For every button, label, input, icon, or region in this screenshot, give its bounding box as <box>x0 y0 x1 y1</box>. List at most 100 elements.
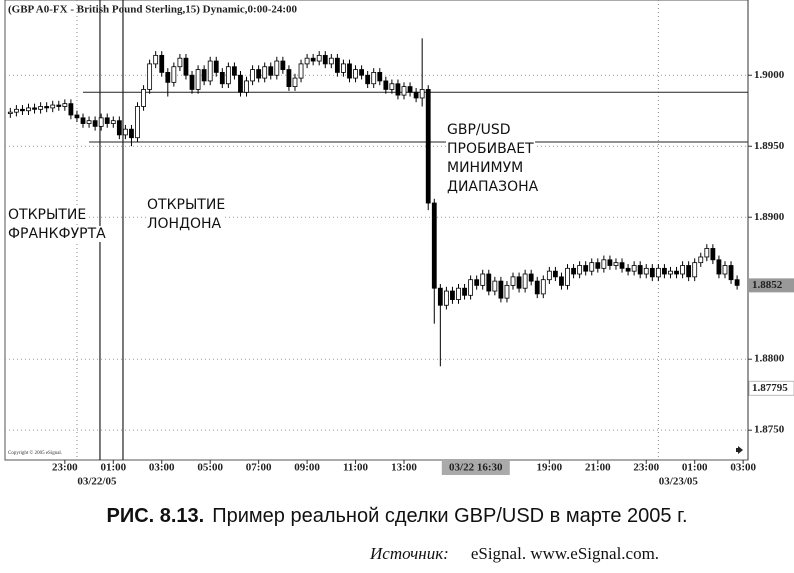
candle-body <box>443 290 449 306</box>
candle-body <box>68 103 74 116</box>
candle-body <box>13 108 19 113</box>
candle-body <box>280 60 286 70</box>
candle-body <box>419 89 425 99</box>
candle-body <box>38 106 44 110</box>
candle-body <box>686 265 692 278</box>
copyright: Copyright © 2005 eSignal. <box>8 450 62 456</box>
candle-body <box>407 86 413 93</box>
date-label: 03/22/05 <box>77 476 117 488</box>
candle-body <box>631 265 637 272</box>
candle-body <box>431 202 437 289</box>
candle-body <box>104 117 110 124</box>
candle-body <box>583 265 589 272</box>
candle-body <box>498 280 504 299</box>
candle-body <box>607 259 613 266</box>
x-tick-label: 23:00 <box>52 462 78 474</box>
candle-body <box>225 66 231 85</box>
candle-body <box>310 57 316 62</box>
x-tick-label: 05:00 <box>197 462 223 474</box>
candle-body <box>559 276 564 286</box>
candle-body <box>680 265 685 275</box>
candle-body <box>510 276 516 286</box>
candle-body <box>20 108 25 112</box>
candle-body <box>159 54 165 73</box>
candle-body <box>116 120 122 136</box>
candle-body <box>516 276 522 289</box>
annotation-bg <box>146 197 227 213</box>
candle-body <box>456 287 461 300</box>
candle-body <box>734 279 740 286</box>
candle-body <box>244 80 249 93</box>
annotation-bg <box>446 179 540 195</box>
annotation-line: ЛОНДОНА <box>147 216 222 232</box>
candle-body <box>474 279 480 286</box>
candle-body <box>256 69 262 79</box>
candle-body <box>110 120 116 124</box>
y-tick-label: 1.8950 <box>754 140 785 152</box>
x-tick-label: 07:00 <box>246 462 272 474</box>
candle-body <box>540 279 546 295</box>
candle-body <box>565 267 570 286</box>
candle-body <box>201 69 207 82</box>
cursor-box <box>441 461 510 475</box>
y-tick-label: 1.8800 <box>754 353 785 365</box>
annotation-bg <box>446 141 536 157</box>
candle-body <box>44 106 50 109</box>
candle-body <box>183 57 189 76</box>
candle-body <box>480 273 486 286</box>
candle-body <box>213 60 219 73</box>
annotation-bg <box>146 216 223 232</box>
candle-body <box>692 262 698 278</box>
y-tick-label: 1.8750 <box>754 424 785 436</box>
candle-body <box>595 262 601 269</box>
candle-body <box>286 69 292 88</box>
x-tick-label: 23:00 <box>633 462 659 474</box>
candle-body <box>262 66 268 79</box>
candle-body <box>7 111 13 114</box>
annotation-line: ФРАНКФУРТА <box>8 226 106 242</box>
candle-body <box>710 248 716 261</box>
candle-body <box>674 270 679 275</box>
chart: (GBP A0-FX - British Pound Sterling,15) … <box>4 0 794 488</box>
source-text: eSignal. www.eSignal.com. <box>470 544 660 563</box>
x-tick-label: 21:00 <box>585 462 611 474</box>
candle-body <box>147 63 153 90</box>
candle-body <box>56 104 62 107</box>
candle-body <box>401 86 407 96</box>
candle-body <box>219 72 225 85</box>
candle-body <box>662 267 667 275</box>
annotation-line: ОТКРЫТИЕ <box>147 197 225 213</box>
annotation-line: ОТКРЫТИЕ <box>8 207 86 223</box>
annotation-bg <box>446 160 525 176</box>
last-price-label: 1.8852 <box>752 279 783 291</box>
candle-body <box>268 66 274 76</box>
annotation-line: ДИАПАЗОНА <box>447 179 539 195</box>
candle-body <box>649 267 655 278</box>
candle-body <box>274 60 280 76</box>
candle-body <box>698 256 704 264</box>
y-tick-label: 1.8900 <box>754 211 785 223</box>
candle-body <box>189 74 195 90</box>
candle-body <box>171 66 177 83</box>
x-tick-label: 19:00 <box>537 462 563 474</box>
candle-body <box>492 280 498 292</box>
candle-body <box>643 267 649 275</box>
candle-body <box>26 107 31 112</box>
x-tick-label: 03:00 <box>149 462 175 474</box>
candle-body <box>238 74 243 93</box>
candle-body <box>728 265 734 281</box>
source-label: Источник: <box>370 544 449 563</box>
candle-body <box>371 72 377 85</box>
candle-body <box>504 284 510 299</box>
candle-body <box>534 280 540 295</box>
candle-body <box>637 265 643 275</box>
candle-body <box>123 128 128 136</box>
candle-body <box>377 72 383 82</box>
candle-body <box>425 89 431 204</box>
candle-body <box>32 107 37 110</box>
candle-body <box>619 262 625 269</box>
candle-body <box>601 259 607 269</box>
candle-body <box>359 69 365 76</box>
candle-body <box>98 117 104 127</box>
